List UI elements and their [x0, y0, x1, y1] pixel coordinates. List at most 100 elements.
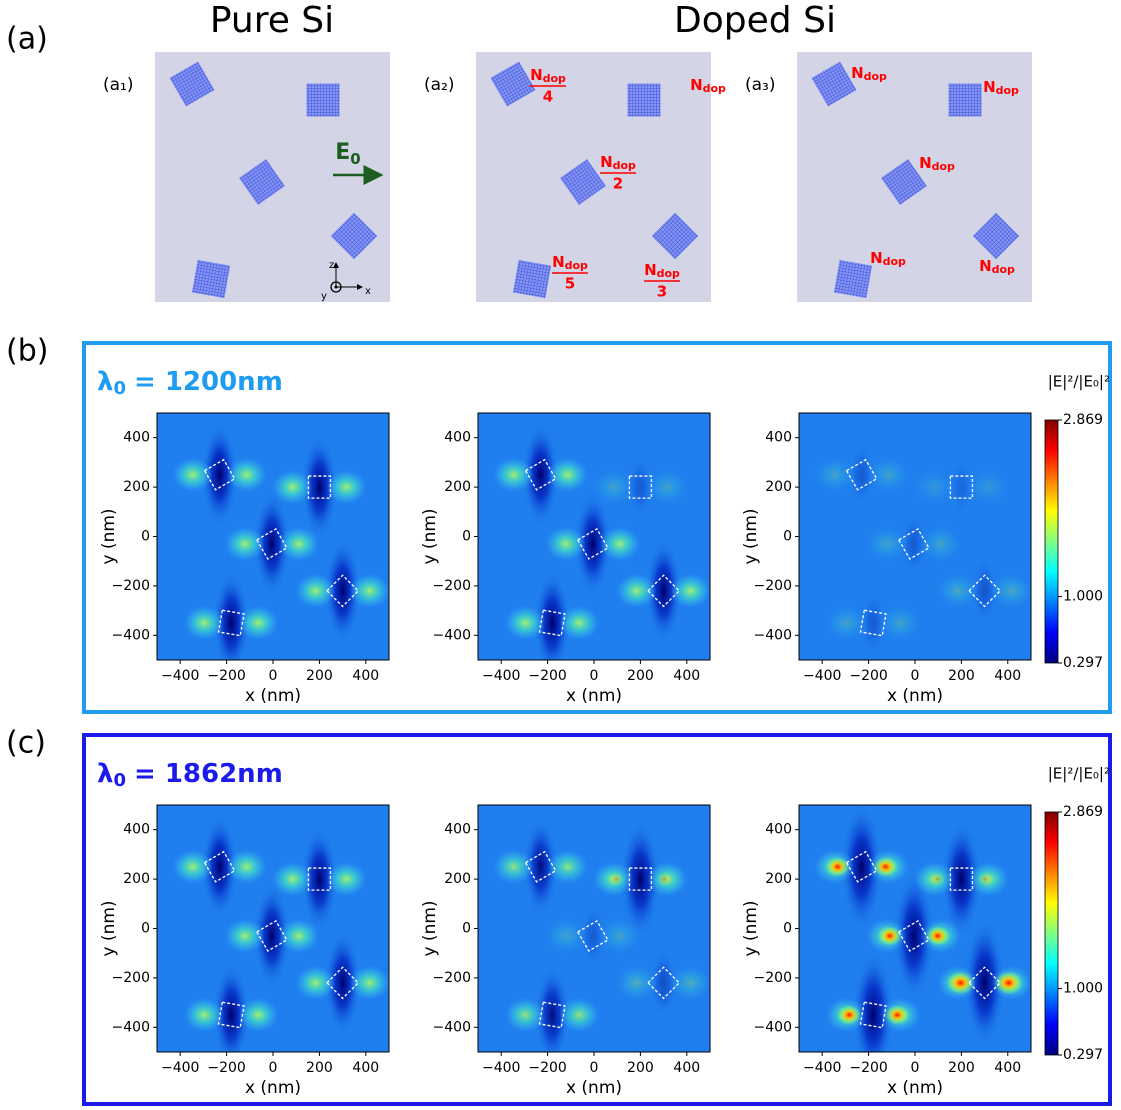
wavelength-label: λ0 = 1200nm — [97, 367, 283, 400]
hot-spot — [837, 1005, 861, 1025]
wavelength-symbol: λ — [97, 367, 113, 397]
y-tick-label: −400 — [112, 627, 150, 643]
y-axis-label: y (nm) — [741, 508, 761, 564]
field-sub: 0 — [350, 150, 360, 168]
y-tick-label: 400 — [765, 822, 792, 838]
bright-lobe — [826, 606, 866, 640]
field-map — [478, 805, 711, 1064]
x-tick-label: −200 — [207, 1060, 245, 1076]
y-tick-label: 400 — [444, 430, 471, 446]
y-tick-label: 400 — [123, 822, 150, 838]
figure: (a)(b)(c)Pure SiDoped Si(a₁)E0zyx(a₂)Ndo… — [0, 0, 1121, 1110]
wavelength-sub: 0 — [113, 378, 126, 399]
x-tick-label: 200 — [627, 668, 654, 684]
y-tick-label: −400 — [754, 1019, 792, 1035]
bright-lobe — [869, 458, 909, 492]
wavelength-sub: 0 — [113, 770, 126, 791]
x-axis-label: x (nm) — [245, 686, 301, 706]
wavelength-label: λ0 = 1862nm — [97, 759, 283, 792]
bright-lobe — [173, 850, 213, 884]
wavelength-symbol: λ — [97, 759, 113, 789]
bright-lobe — [326, 862, 366, 896]
bright-lobe — [600, 919, 640, 953]
field-map — [799, 413, 1032, 660]
y-tick-label: 0 — [783, 921, 792, 937]
x-tick-label: −400 — [803, 1060, 841, 1076]
colorbar — [1045, 420, 1058, 663]
heading: Doped Si — [674, 0, 836, 41]
dopant-sub: dop — [703, 82, 726, 95]
dopant-sub: dop — [992, 263, 1015, 276]
schematic-label: (a₂) — [424, 75, 455, 95]
y-tick-label: 400 — [444, 822, 471, 838]
bright-lobe — [559, 606, 599, 640]
hot-spot — [929, 872, 945, 886]
x-tick-label: 200 — [948, 1060, 975, 1076]
particle — [192, 260, 230, 298]
x-tick-label: 400 — [352, 668, 379, 684]
colorbar-tick-label: 1.000 — [1063, 981, 1103, 997]
y-tick-label: 200 — [123, 479, 150, 495]
schematic-label: (a₃) — [745, 75, 776, 95]
x-tick-label: 200 — [306, 668, 333, 684]
x-tick-label: −400 — [803, 668, 841, 684]
dopant-sub: dop — [543, 72, 566, 85]
x-tick-label: 0 — [590, 668, 599, 684]
x-tick-label: −400 — [482, 1060, 520, 1076]
axis-origin-dot — [335, 286, 338, 289]
y-axis-label: y (nm) — [99, 900, 119, 956]
bright-lobe — [992, 574, 1032, 608]
bright-lobe — [671, 574, 711, 608]
y-tick-label: 200 — [123, 871, 150, 887]
y-tick-label: 0 — [462, 921, 471, 937]
wavelength-text: = 1862nm — [134, 759, 283, 789]
colorbar-tick-label: 0.297 — [1063, 655, 1103, 671]
wavelength-text: = 1200nm — [134, 367, 283, 397]
y-tick-label: 0 — [462, 529, 471, 545]
bright-lobe — [494, 458, 534, 492]
x-axis-label: x (nm) — [566, 686, 622, 706]
bright-lobe — [227, 458, 267, 492]
axis-name: z — [329, 260, 334, 271]
hot-spot — [947, 971, 975, 994]
colorbar-tick-label: 2.869 — [1063, 804, 1103, 820]
dopant-sub: dop — [565, 259, 588, 272]
x-tick-label: 200 — [306, 1060, 333, 1076]
x-tick-label: 400 — [994, 668, 1021, 684]
x-tick-label: 0 — [911, 668, 920, 684]
particle — [307, 84, 340, 117]
dopant-symbol: N — [644, 261, 657, 279]
bright-lobe — [350, 966, 390, 1000]
bright-lobe — [617, 966, 657, 1000]
x-tick-label: 400 — [673, 668, 700, 684]
bright-lobe — [227, 850, 267, 884]
x-tick-label: −200 — [528, 668, 566, 684]
bright-lobe — [296, 966, 336, 1000]
y-tick-label: −200 — [754, 578, 792, 594]
x-tick-label: 0 — [911, 1060, 920, 1076]
dopant-sub: dop — [996, 84, 1019, 97]
axis-name: y — [321, 291, 327, 302]
x-tick-label: −200 — [849, 668, 887, 684]
bright-lobe — [272, 862, 312, 896]
field-map — [799, 803, 1032, 1079]
x-tick-label: 200 — [948, 668, 975, 684]
colorbar — [1045, 812, 1058, 1055]
dopant-sub: dop — [657, 267, 680, 280]
x-axis-label: x (nm) — [245, 1078, 301, 1098]
y-axis-label: y (nm) — [420, 508, 440, 564]
y-tick-label: −200 — [754, 970, 792, 986]
x-tick-label: −200 — [207, 668, 245, 684]
y-tick-label: 200 — [765, 479, 792, 495]
bright-lobe — [184, 998, 224, 1032]
dopant-sub: dop — [932, 160, 955, 173]
panel-label: (b) — [6, 334, 48, 369]
x-tick-label: −400 — [161, 1060, 199, 1076]
dopant-symbol: N — [600, 153, 613, 171]
y-axis-label: y (nm) — [420, 900, 440, 956]
bright-lobe — [238, 998, 278, 1032]
bright-lobe — [600, 527, 640, 561]
x-tick-label: −200 — [849, 1060, 887, 1076]
dopant-symbol: N — [530, 66, 543, 84]
y-axis-label: y (nm) — [741, 900, 761, 956]
